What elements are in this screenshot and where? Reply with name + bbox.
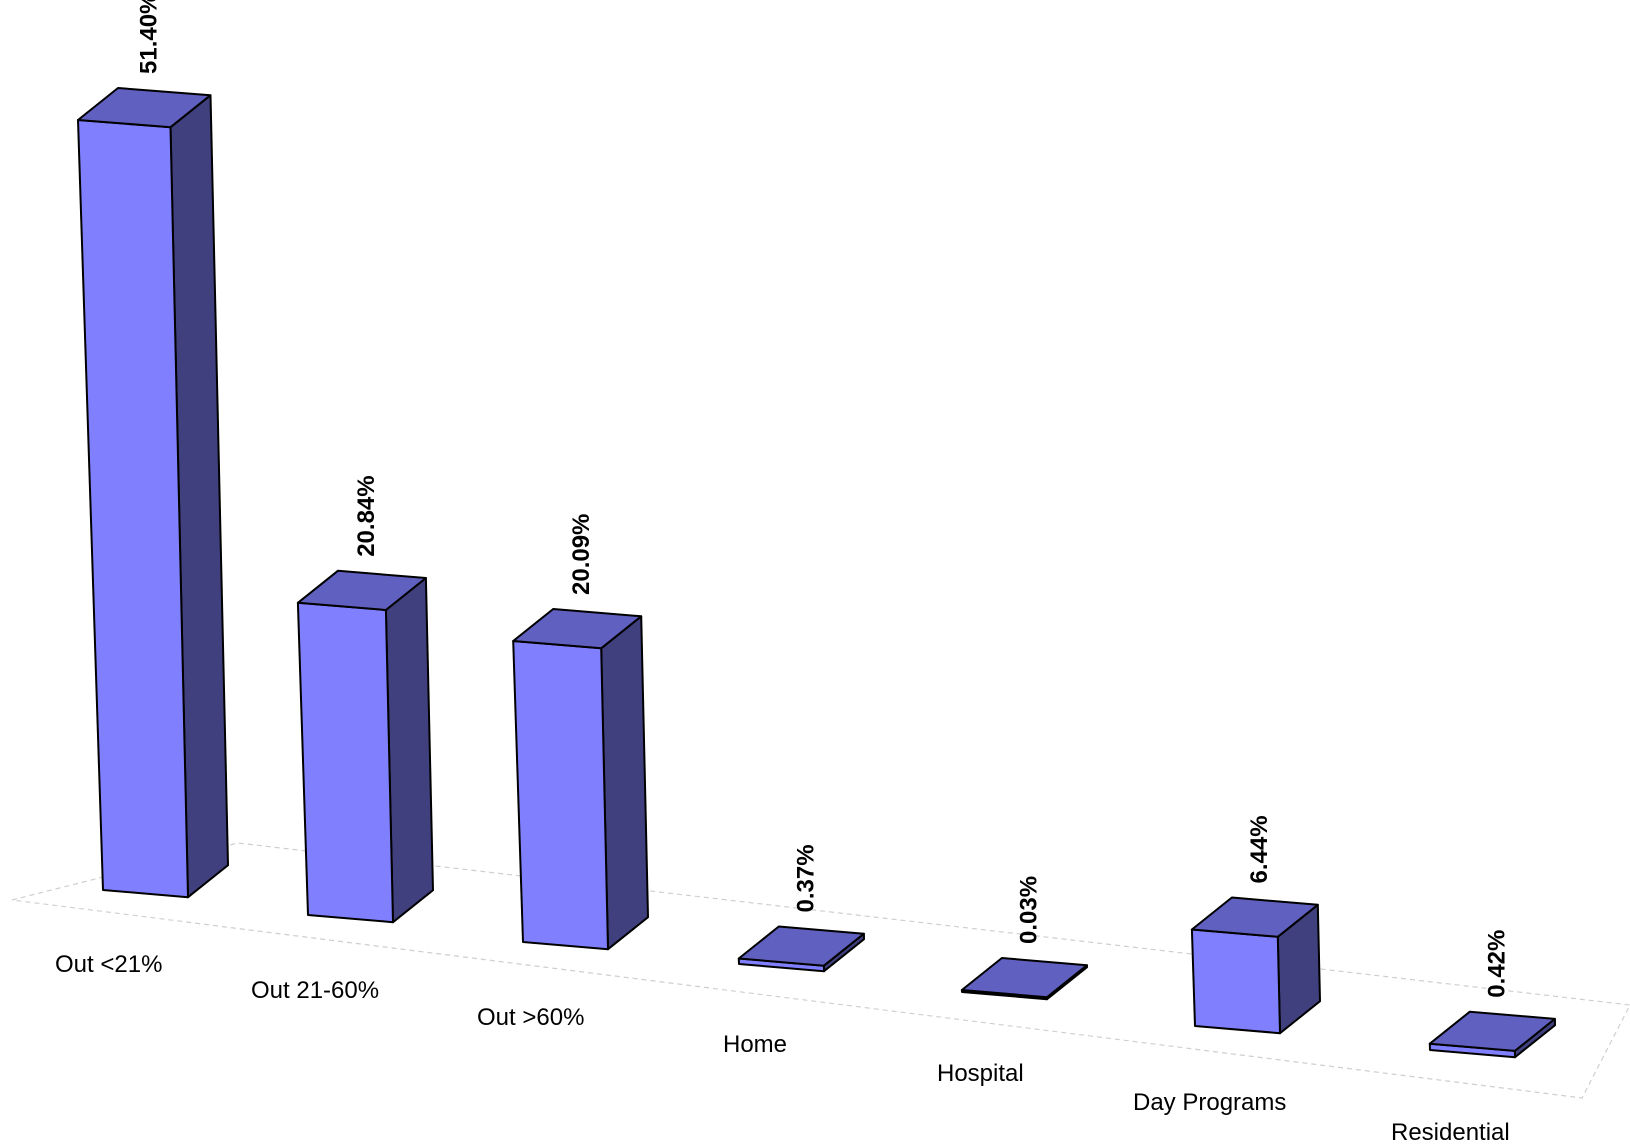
bar-front-day-programs — [1190, 928, 1281, 1035]
value-label-out-60: 20.09% — [568, 514, 595, 595]
bar-front-out-60 — [512, 640, 609, 951]
value-label-hospital: 0.03% — [1015, 876, 1042, 944]
category-label-day-programs: Day Programs — [1133, 1089, 1286, 1116]
category-labels-group: Out <21% Out 21-60% Out >60% Home Hospital Da… — [55, 951, 1510, 1146]
category-label-out-60: Out >60% — [477, 1004, 584, 1031]
value-labels-group: 51.40% 20.84% 20.09% 0.37% 0.03% 6.44% 0.42% — [135, 0, 1510, 998]
bar-home — [737, 925, 865, 973]
category-label-residential: Residential — [1391, 1119, 1510, 1146]
bar-top-hospital — [960, 957, 1088, 999]
value-label-residential: 0.42% — [1483, 930, 1510, 998]
bar-top-out-21 — [77, 87, 212, 129]
bar-hospital — [960, 957, 1088, 1001]
bar-top-day-programs — [1190, 896, 1319, 938]
bars-group — [77, 87, 1556, 1059]
bar-top-out-60 — [512, 608, 643, 650]
bar-out-21-60 — [296, 569, 434, 924]
bar-front-out-21 — [77, 119, 189, 899]
bar-side-out-60 — [600, 615, 649, 951]
bar-front-out-21-60 — [296, 601, 394, 924]
bar-top-residential — [1428, 1010, 1556, 1052]
value-label-out-21: 51.40% — [135, 0, 162, 74]
bar-residential — [1428, 1010, 1556, 1059]
bar-side-out-21-60 — [384, 577, 434, 924]
bar-out-21 — [77, 87, 229, 899]
value-label-day-programs: 6.44% — [1246, 815, 1273, 883]
value-label-out-21-60: 20.84% — [353, 475, 380, 556]
category-label-hospital: Hospital — [937, 1060, 1024, 1087]
bar-day-programs — [1190, 896, 1321, 1035]
category-label-out-21: Out <21% — [55, 951, 162, 978]
value-label-home: 0.37% — [792, 844, 819, 912]
category-label-out-21-60: Out 21-60% — [251, 977, 379, 1004]
bar-top-out-21-60 — [296, 569, 427, 611]
bar-out-60 — [512, 608, 649, 951]
category-label-home: Home — [723, 1031, 787, 1058]
bar-top-home — [737, 925, 865, 967]
